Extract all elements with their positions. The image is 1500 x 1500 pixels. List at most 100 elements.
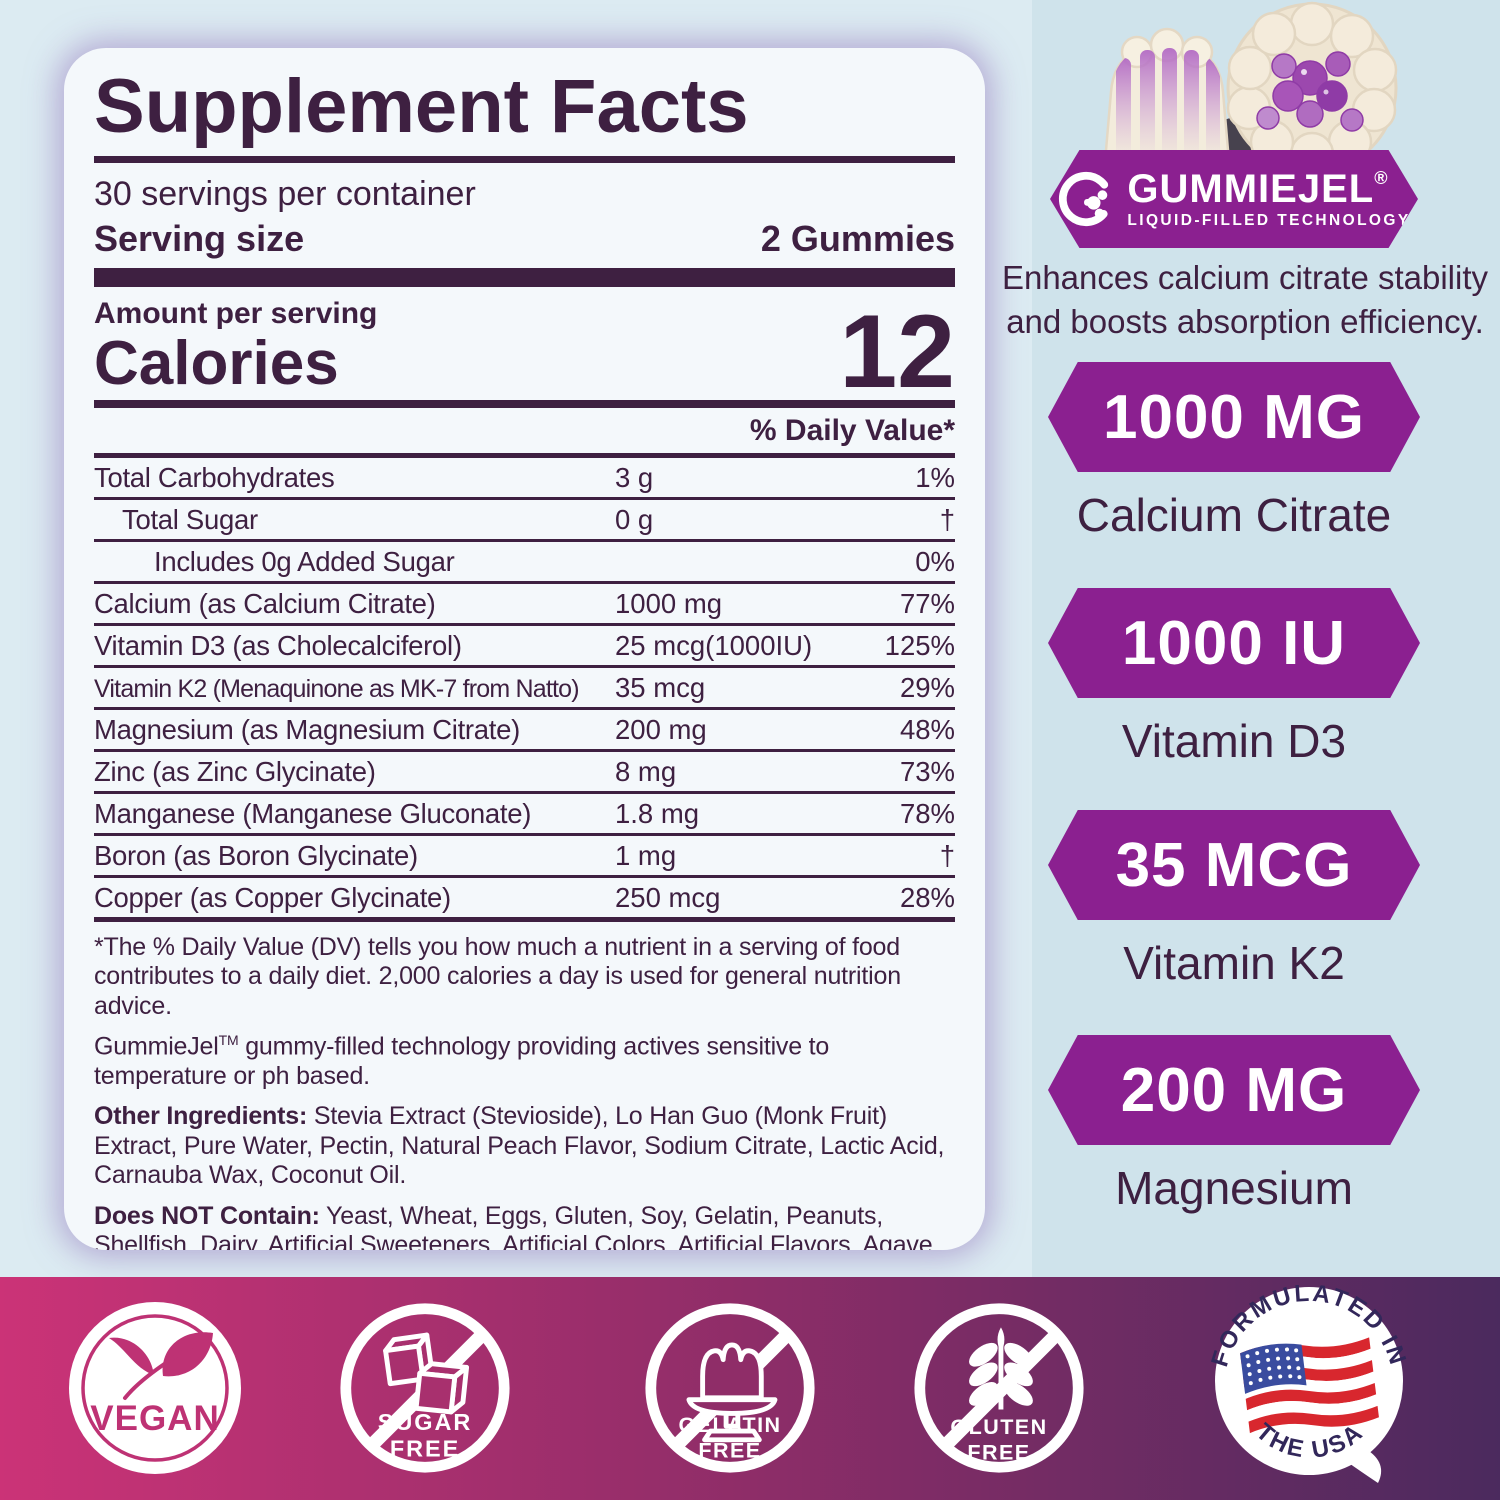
- nutrient-amount: 200 mg: [615, 713, 707, 745]
- highlight-value: 200 MG: [1120, 1055, 1348, 1125]
- divider: [94, 399, 955, 408]
- nutrient-dv: 48%: [899, 713, 955, 745]
- nutrient-dv: 29%: [899, 671, 955, 703]
- nutrient-amount: 8 mg: [615, 755, 677, 787]
- highlight-magnesium: 200 MG Magnesium: [1048, 1035, 1420, 1215]
- highlight-value: 35 MCG: [1115, 830, 1353, 900]
- other-ingredients-list: Stevia Extract (Stevioside), Lo Han Guo …: [94, 1102, 945, 1190]
- nutrient-name: Vitamin D3 (as Cholecalciferol): [94, 629, 462, 661]
- calories-label: Calories: [94, 328, 339, 398]
- highlight-label: Vitamin D3: [1121, 715, 1347, 767]
- nutrient-name: Magnesium (as Magnesium Citrate): [94, 713, 520, 745]
- gluten-free-label-1: GLUTEN: [950, 1415, 1047, 1439]
- gluten-free-label-2: FREE: [967, 1440, 1030, 1464]
- table-row: Copper (as Copper Glycinate) 250 mcg 28%: [94, 878, 955, 917]
- sugar-free-badge: SUGAR FREE: [340, 1303, 510, 1473]
- highlight-hexagon: 35 MCG: [1048, 810, 1420, 920]
- nutrient-dv: 78%: [899, 797, 955, 829]
- supplement-facts-panel: Supplement Facts 30 servings per contain…: [64, 48, 985, 1250]
- us-flag-icon: [1240, 1337, 1379, 1434]
- nutrient-dv: 125%: [884, 629, 955, 661]
- formulated-in-usa-badge: FORMULATED IN THE USA: [1206, 1281, 1409, 1483]
- table-row: Boron (as Boron Glycinate) 1 mg †: [94, 836, 955, 878]
- table-row: Total Sugar 0 g †: [94, 500, 955, 542]
- highlight-label: Calcium Citrate: [1076, 489, 1392, 541]
- other-ingredients: Other Ingredients: Stevia Extract (Stevi…: [94, 1102, 955, 1191]
- gluten-free-badge: GLUTEN FREE: [914, 1303, 1084, 1473]
- serving-size-row: Serving size 2 Gummies: [94, 218, 955, 260]
- highlight-vitamin-k2: 35 MCG Vitamin K2: [1048, 810, 1420, 990]
- serving-size-label: Serving size: [94, 217, 305, 259]
- highlight-hexagon: 1000 MG: [1048, 362, 1420, 472]
- table-row: Manganese (Manganese Gluconate) 1.8 mg 7…: [94, 794, 955, 836]
- nutrient-amount: 1 mg: [615, 839, 677, 871]
- other-ingredients-label: Other Ingredients:: [94, 1102, 308, 1131]
- nutrient-dv: †: [939, 839, 955, 871]
- nutrient-dv: 28%: [899, 881, 955, 913]
- does-not-contain-label: Does NOT Contain:: [94, 1201, 320, 1230]
- jelly-icon: [686, 1342, 778, 1443]
- gummiejel-banner: GUMMIEJEL® LIQUID-FILLED TECHNOLOGY: [1050, 150, 1418, 248]
- table-row: Magnesium (as Magnesium Citrate) 200 mg …: [94, 710, 955, 752]
- vegan-badge: VEGAN: [69, 1302, 241, 1474]
- nutrient-amount: 35 mcg: [615, 671, 706, 703]
- sugar-cubes-icon: [383, 1332, 470, 1415]
- serving-size-value: 2 Gummies: [760, 217, 955, 259]
- nutrient-name: Manganese (Manganese Gluconate): [94, 797, 532, 829]
- highlight-label: Vitamin K2: [1123, 937, 1345, 989]
- sugar-free-label-1: SUGAR: [378, 1409, 472, 1435]
- table-row: Vitamin K2 (Menaquinone as MK-7 from Nat…: [94, 668, 955, 710]
- does-not-contain-list: Yeast, Wheat, Eggs, Gluten, Soy, Gelatin…: [94, 1201, 940, 1250]
- nutrient-table: Total Carbohydrates 3 g 1% Total Sugar 0…: [94, 458, 955, 922]
- nutrient-name: Vitamin K2 (Menaquinone as MK-7 from Nat…: [94, 674, 580, 703]
- registered-mark: ®: [1374, 167, 1389, 188]
- trademark-symbol: TM: [218, 1032, 239, 1049]
- daily-value-header: % Daily Value*: [749, 413, 955, 447]
- highlight-value: 1000 IU: [1121, 608, 1347, 678]
- highlight-value: 1000 MG: [1102, 382, 1366, 452]
- highlight-hexagon: 1000 IU: [1048, 588, 1420, 698]
- panel-title: Supplement Facts: [94, 64, 749, 149]
- table-row: Includes 0g Added Sugar 0%: [94, 542, 955, 584]
- sugar-free-label-2: FREE: [390, 1435, 460, 1461]
- nutrient-amount: 1000 mg: [615, 587, 723, 619]
- wheat-icon: [969, 1327, 1033, 1410]
- gummiejel-footnote: GummieJelTM gummy-filled technology prov…: [94, 1032, 955, 1091]
- table-row: Zinc (as Zinc Glycinate) 8 mg 73%: [94, 752, 955, 794]
- nutrient-amount: 3 g: [615, 461, 654, 493]
- brand-subtitle: LIQUID-FILLED TECHNOLOGY: [1127, 211, 1411, 229]
- table-row: Total Carbohydrates 3 g 1%: [94, 458, 955, 500]
- nutrient-name: Total Carbohydrates: [94, 461, 335, 493]
- nutrient-name: Copper (as Copper Glycinate): [94, 881, 451, 913]
- brand-name: GUMMIEJEL®: [1127, 166, 1389, 211]
- divider: [94, 452, 955, 458]
- calories-block: Amount per serving Calories 12: [94, 294, 955, 411]
- nutrient-dv: 73%: [899, 755, 955, 787]
- nutrient-amount: 0 g: [615, 503, 654, 535]
- highlight-hexagon: 200 MG: [1048, 1035, 1420, 1145]
- nutrient-name: Calcium (as Calcium Citrate): [94, 587, 436, 619]
- footnotes: *The % Daily Value (DV) tells you how mu…: [94, 933, 955, 1250]
- nutrient-dv: †: [939, 503, 955, 535]
- gelatin-free-label-1: GELATIN: [678, 1413, 781, 1437]
- gelatin-free-label-2: FREE: [698, 1438, 761, 1462]
- nutrient-name: Total Sugar: [122, 503, 258, 535]
- thick-divider: [94, 267, 955, 287]
- gummiejel-logo-icon: [1059, 171, 1114, 227]
- daily-value-footnote: *The % Daily Value (DV) tells you how mu…: [94, 932, 901, 1020]
- nutrient-amount: 250 mcg: [615, 881, 721, 913]
- gummiejel-note-text: gummy-filled technology providing active…: [94, 1032, 830, 1090]
- nutrient-amount: 25 mcg(1000IU): [615, 629, 813, 661]
- divider: [94, 155, 955, 163]
- table-row: Vitamin D3 (as Cholecalciferol) 25 mcg(1…: [94, 626, 955, 668]
- calories-value: 12: [839, 294, 955, 411]
- nutrient-dv: 0%: [915, 545, 955, 577]
- vegan-label: VEGAN: [90, 1399, 219, 1438]
- nutrient-name: Zinc (as Zinc Glycinate): [94, 755, 376, 787]
- highlight-calcium: 1000 MG Calcium Citrate: [1048, 362, 1420, 542]
- nutrient-dv: 77%: [899, 587, 955, 619]
- highlight-label: Magnesium: [1115, 1162, 1353, 1214]
- gummiejel-brand-text: GummieJel: [94, 1032, 219, 1061]
- nutrient-dv: 1%: [915, 461, 955, 493]
